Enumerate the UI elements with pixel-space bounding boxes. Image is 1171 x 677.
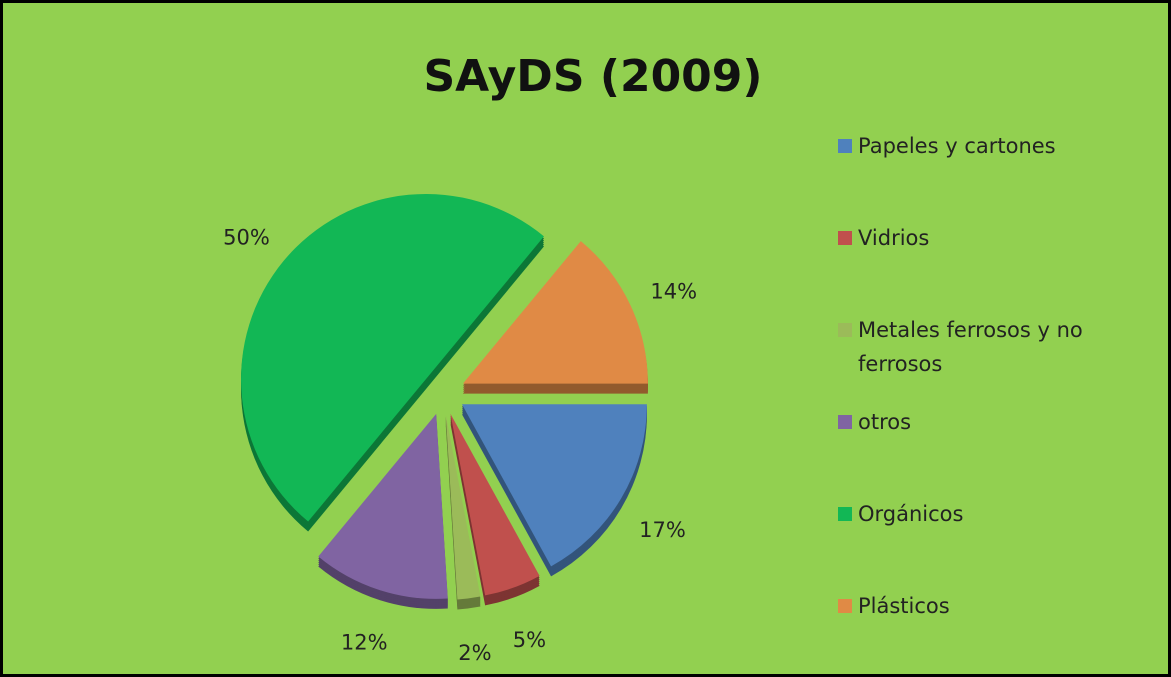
legend-swatch [838,231,852,245]
legend-label: Vidrios [858,226,930,250]
legend-label: Papeles y cartones [858,134,1056,158]
legend-item: Metales ferrosos y no ferrosos [838,313,1138,381]
legend-label: Metales ferrosos y no ferrosos [858,318,1083,376]
legend-label: otros [858,410,912,434]
legend-swatch [838,415,852,429]
slice [461,404,647,567]
data-label: 17% [639,518,686,542]
data-label: 5% [513,628,546,652]
data-label: 2% [458,641,491,665]
slice [318,413,448,599]
slice [445,414,481,600]
legend-swatch [838,323,852,337]
legend-swatch [838,599,852,613]
data-label: 14% [650,279,697,303]
legend-item: Plásticos [838,589,1138,623]
slice [241,193,544,522]
legend-item: otros [838,405,1138,439]
legend-label: Orgánicos [858,502,964,526]
chart-title: SAyDS (2009) [423,51,762,102]
legend-item: Orgánicos [838,497,1138,531]
legend-item: Papeles y cartones [838,129,1138,163]
legend-item: Vidrios [838,221,1138,255]
slice [462,241,648,384]
plot: SAyDS (2009) 17% 5% 2% 12% 50% 14% [223,51,762,665]
data-label: 50% [223,225,270,249]
legend-swatch [838,507,852,521]
legend-swatch [838,139,852,153]
legend-label: Plásticos [858,594,950,618]
slice [450,413,540,596]
data-label: 12% [341,631,388,655]
